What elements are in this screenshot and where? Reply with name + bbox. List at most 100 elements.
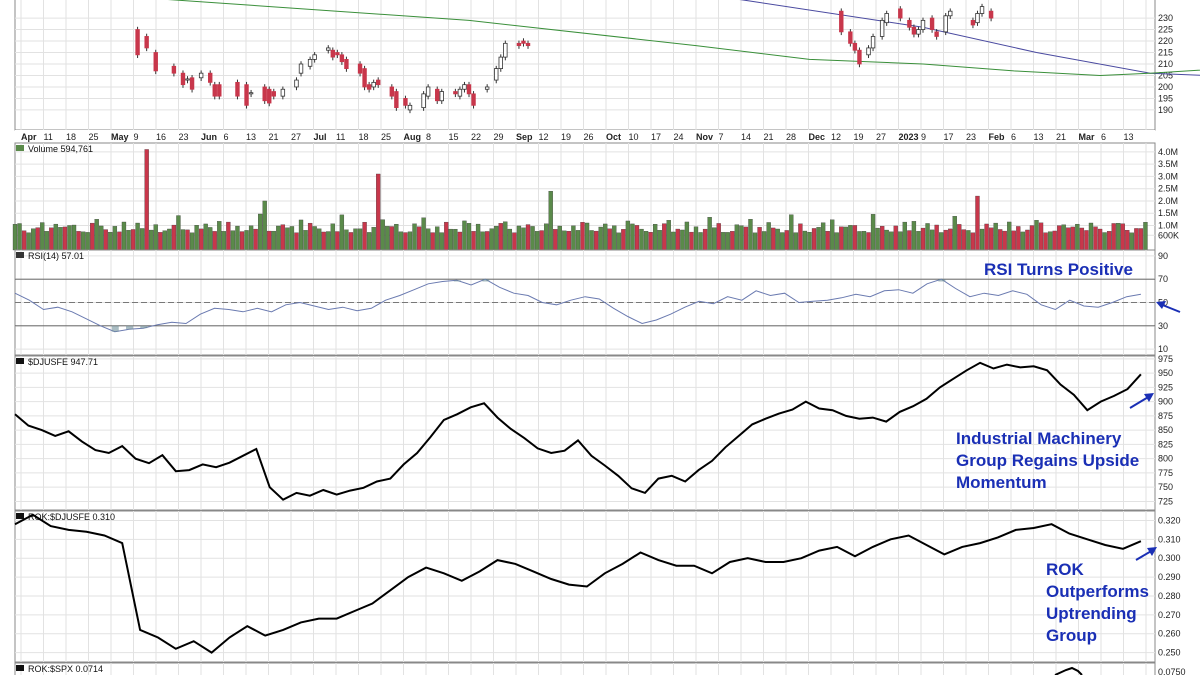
volume-bar bbox=[612, 225, 617, 251]
volume-bar bbox=[702, 228, 708, 251]
y-tick-label: 750 bbox=[1158, 482, 1173, 492]
date-tick-label: 21 bbox=[764, 132, 774, 142]
y-tick-label: 1.0M bbox=[1158, 220, 1178, 230]
candle bbox=[298, 63, 304, 74]
volume-bar bbox=[335, 231, 340, 251]
volume-bar bbox=[489, 228, 494, 251]
volume-bar bbox=[607, 228, 612, 251]
volume-bar bbox=[734, 224, 740, 251]
volume-bar bbox=[1025, 229, 1030, 251]
date-tick-label: 27 bbox=[876, 132, 886, 142]
volume-bar bbox=[139, 228, 145, 251]
volume-bar bbox=[680, 229, 685, 251]
candle bbox=[339, 54, 345, 63]
date-tick-label: 6 bbox=[1011, 132, 1016, 142]
date-tick-label: 21 bbox=[1056, 132, 1066, 142]
volume-bar bbox=[167, 228, 172, 251]
volume-bar bbox=[344, 229, 349, 251]
volume-bar bbox=[1002, 230, 1007, 251]
candle bbox=[494, 68, 499, 81]
volume-bar bbox=[1097, 228, 1103, 251]
volume-bar bbox=[103, 229, 108, 251]
date-tick-label: 6 bbox=[224, 132, 229, 142]
candle bbox=[907, 19, 912, 28]
volume-bar bbox=[1061, 224, 1066, 251]
volume-bar bbox=[1138, 228, 1144, 251]
date-tick-label: 28 bbox=[786, 132, 796, 142]
volume-bar bbox=[952, 216, 957, 251]
volume-bar bbox=[466, 223, 472, 251]
industry-annotation: Industrial Machinery Group Regains Upsid… bbox=[956, 428, 1139, 494]
volume-bar bbox=[503, 221, 508, 251]
volume-bar bbox=[1070, 226, 1075, 251]
panel-legend-icon bbox=[16, 665, 24, 671]
volume-bar bbox=[830, 219, 835, 251]
volume-bar bbox=[920, 227, 926, 251]
volume-bar bbox=[99, 225, 104, 251]
candle bbox=[425, 86, 431, 97]
volume-bar bbox=[630, 223, 635, 251]
date-tick-label: Jun bbox=[201, 132, 217, 142]
volume-bar bbox=[689, 231, 694, 251]
industry-annotation-line2: Group Regains Upside bbox=[956, 451, 1140, 470]
date-tick-label: Feb bbox=[989, 132, 1006, 142]
volume-bar bbox=[811, 228, 817, 251]
volume-bar bbox=[521, 227, 526, 251]
candle bbox=[898, 8, 903, 19]
rs-industry-arrowhead bbox=[1147, 547, 1157, 556]
candle bbox=[870, 36, 876, 49]
volume-bar bbox=[330, 223, 335, 251]
volume-bar bbox=[366, 232, 372, 251]
volume-bar bbox=[739, 225, 744, 251]
candle bbox=[375, 79, 381, 86]
candle bbox=[916, 29, 921, 35]
date-tick-label: Dec bbox=[809, 132, 826, 142]
volume-bar bbox=[412, 223, 417, 251]
volume-bar bbox=[112, 226, 118, 251]
volume-bar bbox=[262, 200, 267, 251]
volume-bar bbox=[276, 225, 281, 251]
date-tick-label: 16 bbox=[156, 132, 166, 142]
volume-bar bbox=[902, 221, 907, 251]
candle bbox=[271, 91, 276, 97]
volume-bar bbox=[911, 221, 917, 251]
volume-bar bbox=[875, 227, 880, 251]
volume-bar bbox=[593, 230, 599, 251]
candle bbox=[280, 88, 286, 97]
volume-bar bbox=[525, 224, 531, 251]
y-tick-label: 775 bbox=[1158, 468, 1173, 478]
candle bbox=[171, 65, 177, 74]
y-tick-label: 0.290 bbox=[1158, 572, 1181, 582]
volume-bar bbox=[289, 226, 295, 251]
date-tick-label: 8 bbox=[426, 132, 431, 142]
volume-bar bbox=[430, 232, 435, 251]
candle bbox=[839, 10, 844, 33]
volume-bar bbox=[198, 228, 204, 251]
volume-bar bbox=[748, 219, 753, 251]
volume-bar bbox=[621, 229, 626, 251]
volume-bar bbox=[67, 225, 72, 251]
candle bbox=[929, 17, 935, 30]
volume-bar bbox=[1084, 230, 1089, 251]
rok-annotation-line3: Uptrending bbox=[1046, 604, 1137, 623]
candle bbox=[866, 47, 871, 56]
candle bbox=[948, 10, 953, 17]
candle bbox=[362, 68, 367, 88]
date-tick-label: 12 bbox=[539, 132, 549, 142]
y-tick-label: 0.250 bbox=[1158, 648, 1181, 658]
date-tick-label: Mar bbox=[1079, 132, 1096, 142]
rsi-panel: 1030507090RSI(14) 57.01 bbox=[14, 249, 1181, 356]
volume-bar bbox=[44, 231, 49, 251]
candle bbox=[212, 84, 217, 97]
volume-bar bbox=[1057, 225, 1062, 251]
candle bbox=[135, 29, 140, 56]
volume-bar bbox=[1047, 231, 1053, 251]
volume-bar bbox=[58, 227, 63, 251]
volume-bar bbox=[584, 222, 590, 251]
rsi-annotation: RSI Turns Positive bbox=[984, 260, 1133, 279]
y-tick-label: 3.5M bbox=[1158, 159, 1178, 169]
volume-bar bbox=[957, 224, 962, 251]
date-tick-label: 21 bbox=[269, 132, 279, 142]
volume-bar bbox=[121, 221, 127, 251]
volume-bar bbox=[1016, 226, 1021, 251]
